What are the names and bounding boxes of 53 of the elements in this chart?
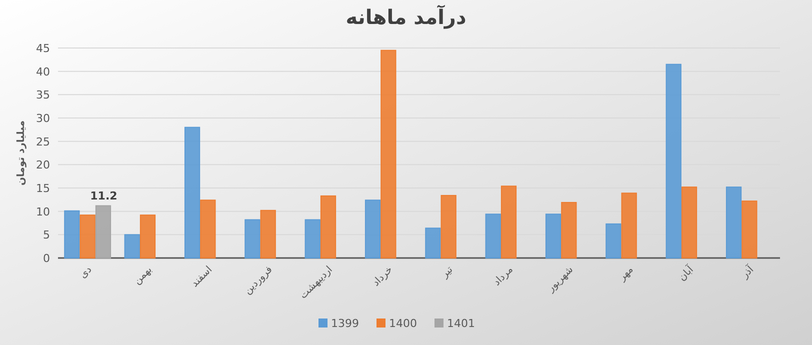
bar: [380, 50, 396, 258]
bar: [124, 234, 140, 258]
bar: [561, 202, 577, 258]
chart-title: درآمد ماهانه: [346, 4, 466, 29]
y-tick-label: 30: [36, 112, 50, 125]
x-tick-label: بهمن: [132, 264, 154, 287]
x-tick-label: دی: [78, 264, 94, 281]
bar: [95, 205, 112, 258]
x-tick-label: آبان: [675, 262, 697, 284]
bar: [681, 186, 698, 258]
bar: [485, 214, 501, 258]
y-tick-label: 25: [36, 135, 50, 148]
x-tick-label: اسفند: [189, 264, 215, 290]
y-tick-label: 0: [43, 252, 50, 265]
x-tick-label: مرداد: [492, 264, 516, 288]
bar: [80, 214, 96, 258]
bar: [606, 223, 622, 258]
y-axis-title: میلیارد تومان: [16, 120, 27, 186]
x-tick-label: شهریور: [544, 264, 576, 295]
bar: [184, 126, 200, 258]
bar: [742, 200, 758, 258]
bar: [304, 219, 320, 258]
bar: [621, 192, 637, 258]
bar: [726, 186, 742, 258]
bar: [64, 210, 80, 258]
y-tick-label: 40: [36, 65, 50, 78]
y-tick-label: 15: [36, 182, 50, 195]
legend-label: 1399: [331, 317, 359, 330]
legend-label: 1400: [389, 317, 417, 330]
legend-label: 1401: [447, 317, 475, 330]
bar: [200, 200, 216, 258]
bar: [500, 186, 517, 258]
bar: [425, 228, 441, 258]
bar: [666, 64, 682, 258]
data-label: 11.2: [90, 190, 118, 203]
y-tick-label: 45: [36, 42, 50, 55]
x-tick-label: خرداد: [370, 264, 396, 289]
bar: [545, 214, 562, 258]
x-tick-label: اردیبهشت: [298, 264, 335, 302]
bar: [364, 200, 381, 258]
bar: [140, 214, 156, 258]
x-tick-label: تیر: [438, 264, 456, 281]
x-tick-label: مهر: [616, 264, 636, 284]
y-tick-label: 20: [36, 158, 50, 172]
bar: [244, 219, 260, 258]
bar: [440, 194, 456, 258]
x-tick-label: فروردین: [242, 264, 275, 297]
y-tick-label: 5: [43, 228, 50, 242]
bar: [260, 210, 276, 258]
y-tick-label: 10: [36, 205, 50, 218]
bar: [320, 195, 336, 258]
x-tick-label: آذر: [738, 262, 757, 282]
y-tick-label: 35: [36, 88, 50, 102]
